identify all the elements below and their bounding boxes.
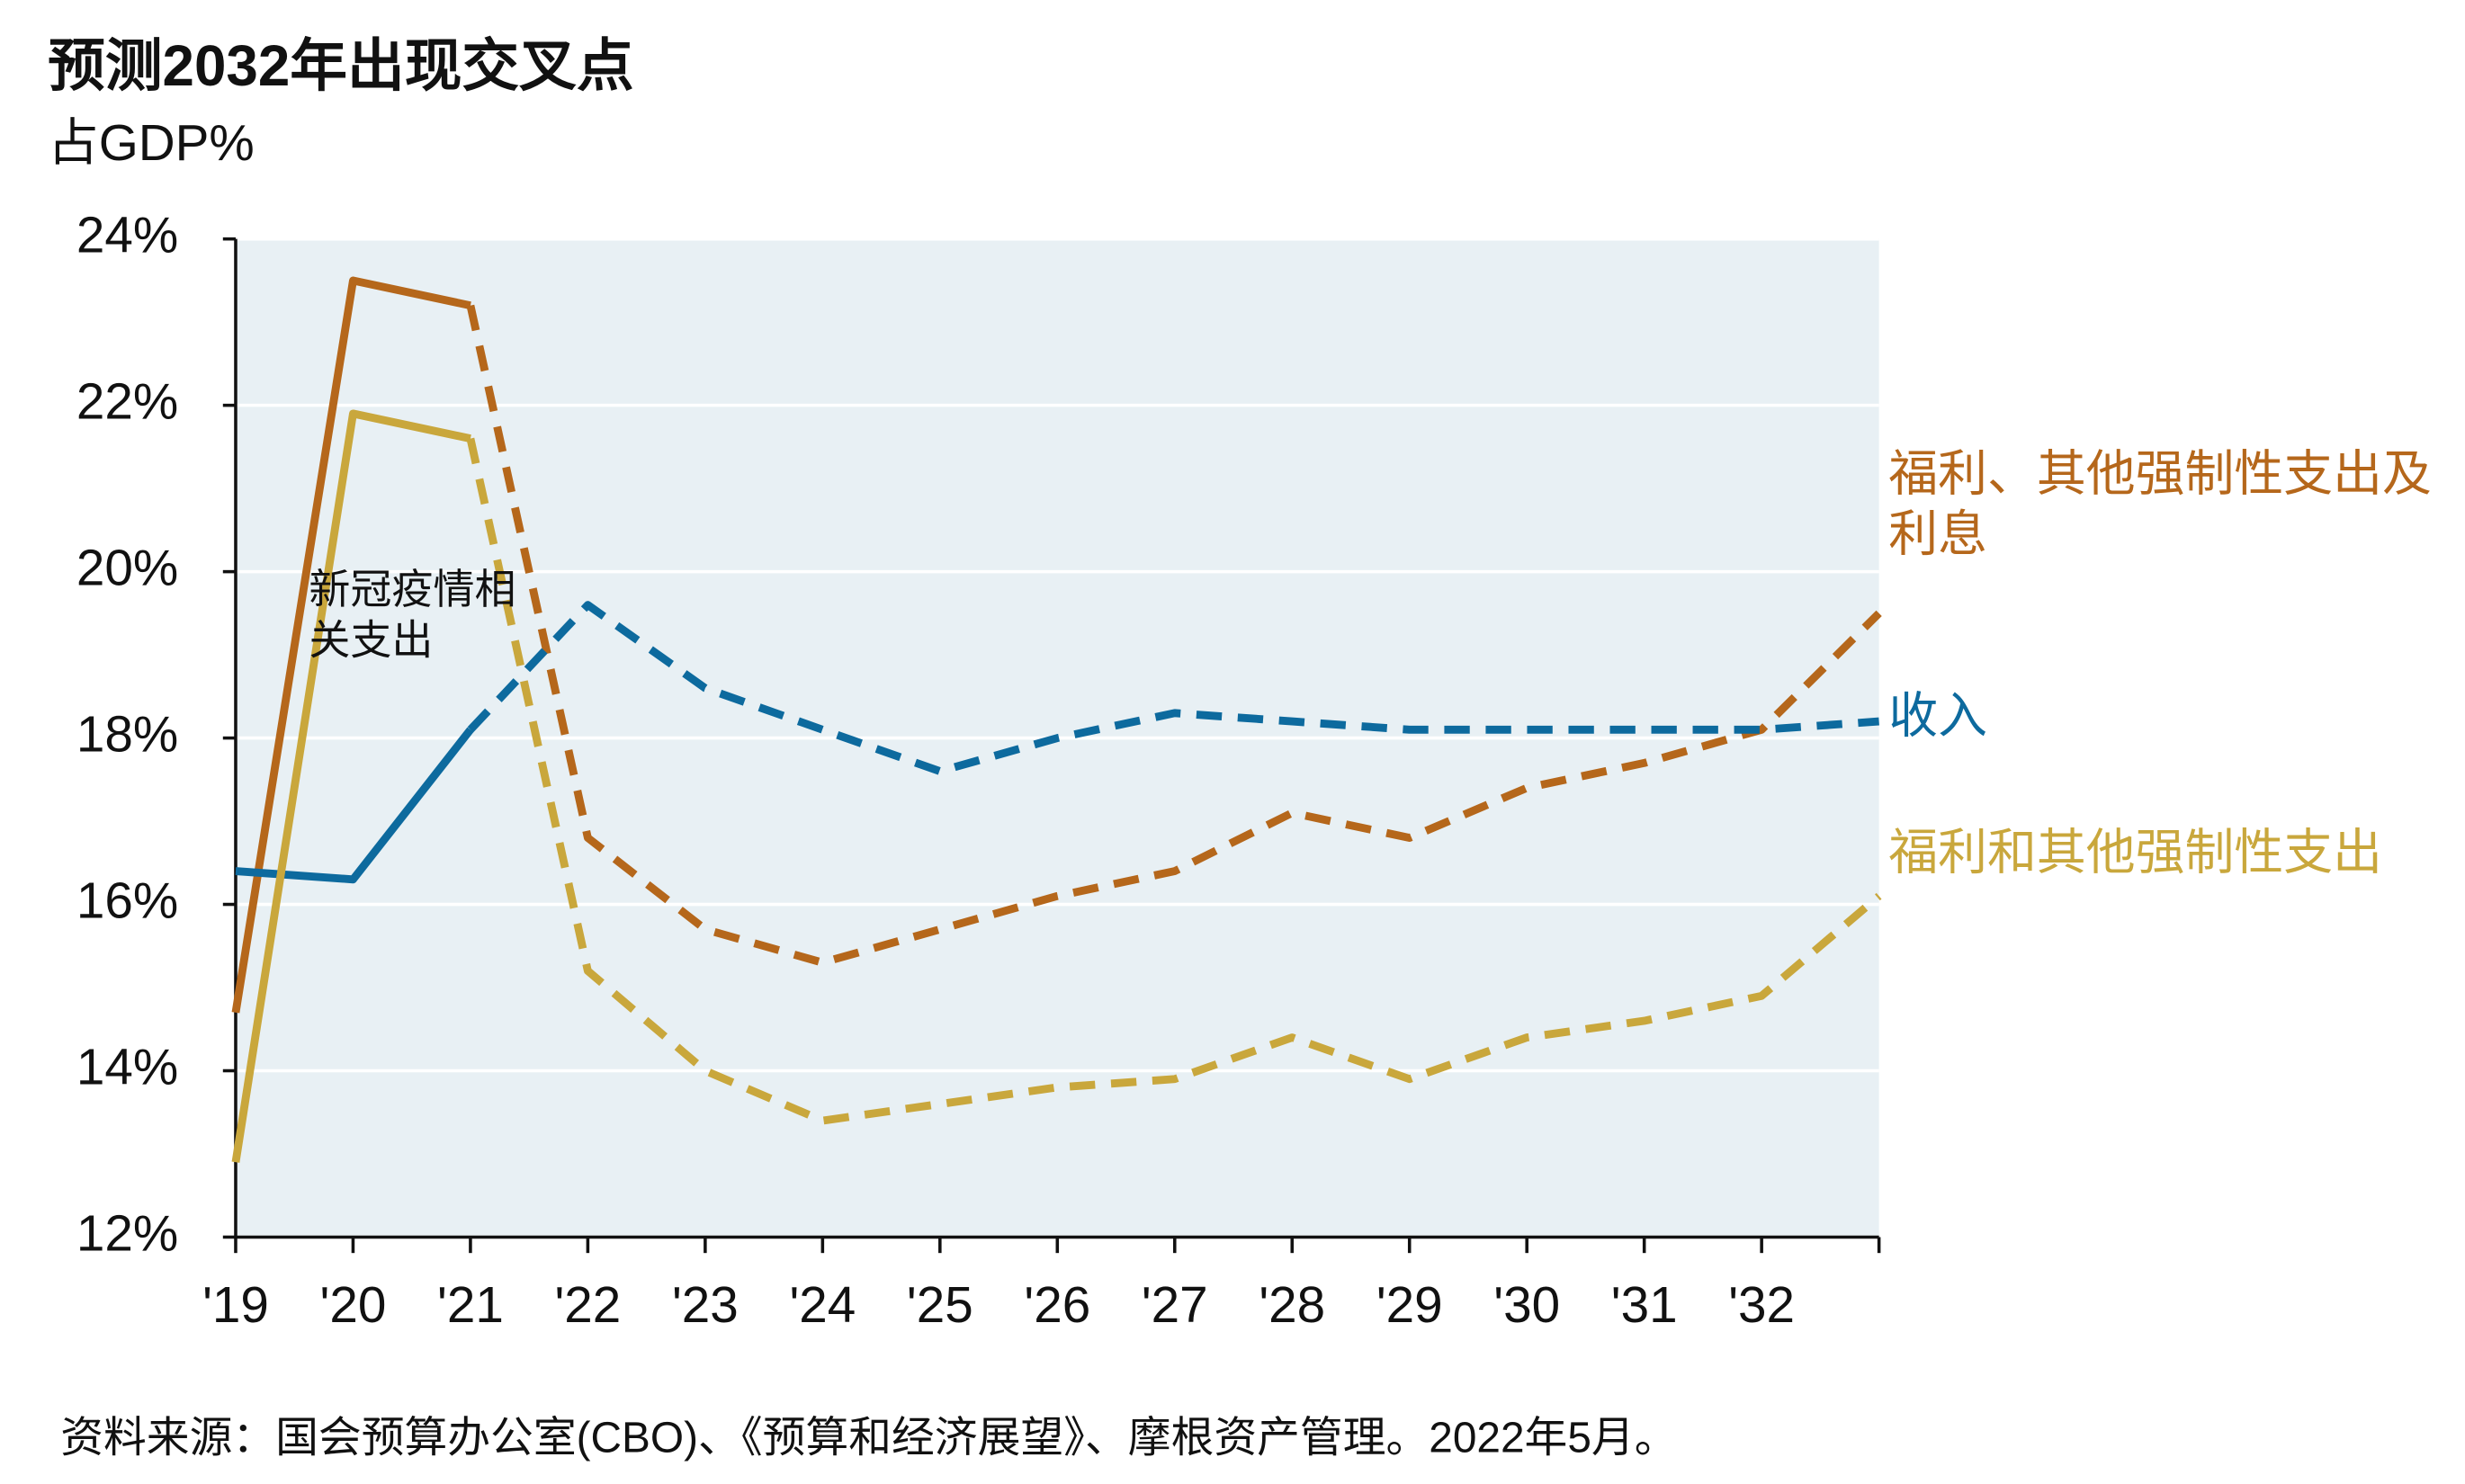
- series-line: [467, 601, 1879, 775]
- series-line: [235, 727, 474, 884]
- series-label-box: 福利、其他强制性支出及利息: [1888, 445, 2432, 564]
- y-tick-label: 24%: [76, 208, 178, 264]
- y-tick-label: 12%: [76, 1205, 178, 1262]
- annotation-box: 新冠疫情相关支出: [309, 567, 516, 666]
- series-line: [231, 276, 471, 1014]
- y-tick-label: 18%: [76, 707, 178, 764]
- x-tick-label: '31: [1611, 1277, 1678, 1334]
- y-tick-label: 14%: [76, 1039, 178, 1095]
- series-label: 福利和其他强制性支出: [1888, 825, 2382, 882]
- series-label: 福利、其他强制性支出及利息: [1888, 445, 2432, 564]
- chart-subtitle: 占GDP%: [48, 115, 255, 172]
- source-note: 资料来源：国会预算办公室(CBO)、《预算和经济展望》、摩根资产管理。2022年…: [60, 1415, 1677, 1462]
- x-tick-label: '20: [320, 1277, 387, 1334]
- chart-title: 预测2032年出现交叉点: [48, 33, 634, 98]
- series-line: [231, 409, 471, 1163]
- x-tick-label: '24: [789, 1277, 856, 1334]
- series-label: 收入: [1888, 687, 1987, 746]
- series-label-box: 福利和其他强制性支出: [1888, 825, 2382, 882]
- x-tick-label: '21: [437, 1277, 504, 1334]
- y-tick-label: 20%: [76, 541, 178, 597]
- x-tick-label: '32: [1728, 1277, 1795, 1334]
- y-tick-label: 16%: [76, 873, 178, 930]
- annotation: 新冠疫情相关支出: [309, 567, 516, 666]
- x-tick-label: '19: [202, 1277, 269, 1334]
- y-tick-label: 22%: [76, 374, 178, 431]
- series-line: [466, 304, 1882, 967]
- x-tick-label: '30: [1493, 1277, 1560, 1334]
- series-line: [466, 437, 1882, 1125]
- x-tick-label: '29: [1376, 1277, 1443, 1334]
- x-tick-label: '28: [1259, 1277, 1325, 1334]
- series-label-box: 收入: [1888, 687, 1987, 746]
- x-tick-label: '26: [1024, 1277, 1090, 1334]
- x-tick-label: '27: [1142, 1277, 1208, 1334]
- x-tick-label: '23: [672, 1277, 739, 1334]
- x-tick-label: '25: [907, 1277, 973, 1334]
- x-tick-label: '22: [554, 1277, 621, 1334]
